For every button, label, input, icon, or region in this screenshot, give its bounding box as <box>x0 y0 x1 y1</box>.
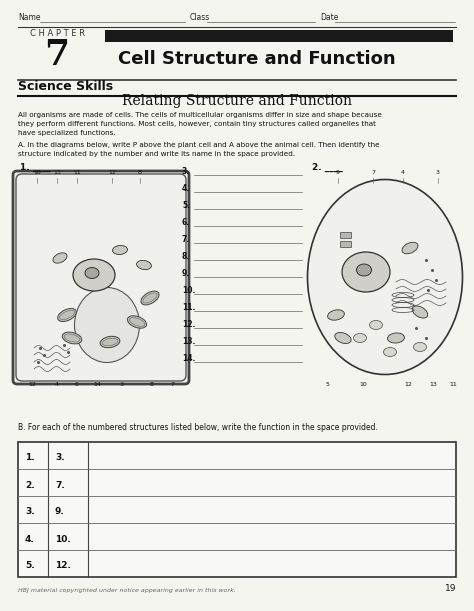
Text: 11.: 11. <box>182 303 195 312</box>
Bar <box>340 241 351 247</box>
Ellipse shape <box>356 264 372 276</box>
Text: 7: 7 <box>371 170 375 175</box>
Text: Class: Class <box>190 13 210 22</box>
Text: 9.: 9. <box>55 508 65 516</box>
Text: 2. ____: 2. ____ <box>312 163 343 172</box>
Text: Cell Structure and Function: Cell Structure and Function <box>118 50 396 68</box>
Text: 14: 14 <box>93 382 101 387</box>
Text: have specialized functions.: have specialized functions. <box>18 130 116 136</box>
Text: 12.: 12. <box>182 320 195 329</box>
Ellipse shape <box>335 332 351 343</box>
Text: 5.: 5. <box>25 562 35 571</box>
Bar <box>340 232 351 238</box>
Text: 9.: 9. <box>182 269 190 278</box>
Text: 4: 4 <box>401 170 405 175</box>
Ellipse shape <box>73 259 115 291</box>
Ellipse shape <box>328 310 345 320</box>
Text: 13.: 13. <box>182 337 195 346</box>
Text: HBJ material copyrighted under notice appearing earlier in this work.: HBJ material copyrighted under notice ap… <box>18 588 236 593</box>
Text: 10.: 10. <box>55 535 71 544</box>
Text: 3: 3 <box>436 170 440 175</box>
Text: 13: 13 <box>53 170 61 175</box>
Text: structure indicated by the number and write its name in the space provided.: structure indicated by the number and wr… <box>18 151 295 157</box>
Text: 5: 5 <box>326 382 330 387</box>
Ellipse shape <box>342 252 390 292</box>
Text: 12.: 12. <box>55 562 71 571</box>
Bar <box>18 442 456 577</box>
Text: 10.: 10. <box>182 286 195 295</box>
Text: 6.: 6. <box>182 218 190 227</box>
Ellipse shape <box>85 268 99 279</box>
Text: 14.: 14. <box>182 354 195 363</box>
Text: Science Skills: Science Skills <box>18 80 113 93</box>
Text: 6: 6 <box>75 382 79 387</box>
FancyBboxPatch shape <box>13 171 189 384</box>
Text: 4: 4 <box>55 382 59 387</box>
Bar <box>105 30 453 42</box>
Ellipse shape <box>412 306 428 318</box>
Ellipse shape <box>128 316 146 328</box>
Text: 12: 12 <box>28 382 36 387</box>
Ellipse shape <box>370 321 383 329</box>
Ellipse shape <box>112 246 128 255</box>
Ellipse shape <box>388 333 404 343</box>
Text: 3.: 3. <box>25 508 35 516</box>
Ellipse shape <box>402 242 418 254</box>
Ellipse shape <box>137 260 151 269</box>
Text: 10: 10 <box>33 170 41 175</box>
Ellipse shape <box>308 180 463 375</box>
Text: 3.: 3. <box>182 167 190 176</box>
Ellipse shape <box>141 291 159 305</box>
Text: 8: 8 <box>138 170 142 175</box>
Text: Name: Name <box>18 13 40 22</box>
Text: A. In the diagrams below, write P above the plant cell and A above the animal ce: A. In the diagrams below, write P above … <box>18 142 380 148</box>
Text: 7: 7 <box>44 38 69 72</box>
Text: 13: 13 <box>429 382 437 387</box>
Text: Relating Structure and Function: Relating Structure and Function <box>122 94 352 108</box>
Text: 5.: 5. <box>182 201 190 210</box>
Text: they perform different functions. Most cells, however, contain tiny structures c: they perform different functions. Most c… <box>18 121 376 127</box>
Ellipse shape <box>100 336 120 348</box>
Text: 8: 8 <box>150 382 154 387</box>
Ellipse shape <box>58 309 76 321</box>
Text: 4.: 4. <box>182 184 190 193</box>
Text: 19: 19 <box>445 584 456 593</box>
Text: 9: 9 <box>336 170 340 175</box>
Text: C H A P T E R: C H A P T E R <box>30 29 85 38</box>
Text: All organisms are made of cells. The cells of multicellular organisms differ in : All organisms are made of cells. The cel… <box>18 112 382 118</box>
Text: 12: 12 <box>108 170 116 175</box>
Text: B. For each of the numbered structures listed below, write the function in the s: B. For each of the numbered structures l… <box>18 423 378 432</box>
Ellipse shape <box>383 348 396 356</box>
Text: Date: Date <box>320 13 338 22</box>
Text: 10: 10 <box>359 382 367 387</box>
Text: 1.: 1. <box>25 453 35 463</box>
Ellipse shape <box>53 253 67 263</box>
FancyBboxPatch shape <box>16 174 186 381</box>
Text: 7.: 7. <box>55 480 65 489</box>
Text: 8.: 8. <box>182 252 190 261</box>
Ellipse shape <box>413 343 427 351</box>
Text: 7.: 7. <box>182 235 190 244</box>
Text: 2.: 2. <box>25 480 35 489</box>
Text: 11: 11 <box>449 382 457 387</box>
Text: 1. ____: 1. ____ <box>20 163 51 172</box>
Ellipse shape <box>354 334 366 343</box>
Ellipse shape <box>74 288 139 362</box>
Text: 7: 7 <box>170 382 174 387</box>
Text: 4.: 4. <box>25 535 35 544</box>
Text: 3: 3 <box>120 382 124 387</box>
Text: 11: 11 <box>73 170 81 175</box>
Text: 12: 12 <box>404 382 412 387</box>
Text: 3.: 3. <box>55 453 64 463</box>
Ellipse shape <box>62 332 82 344</box>
